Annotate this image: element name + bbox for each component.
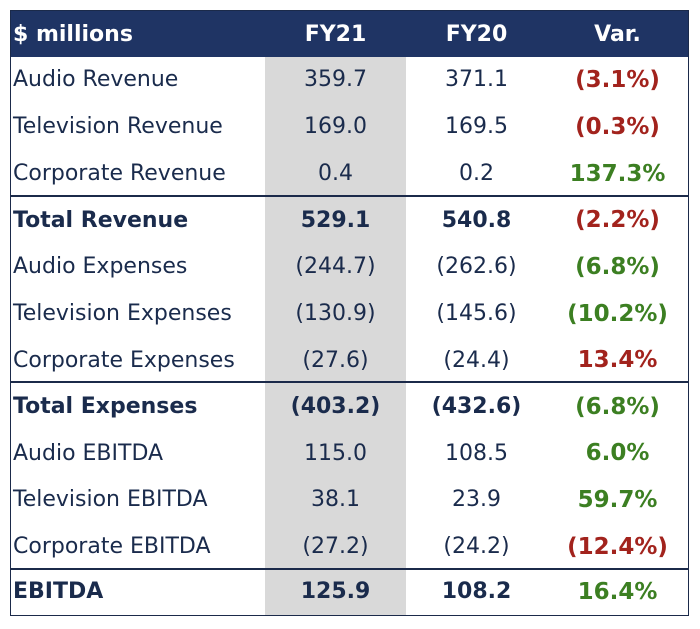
table-row: Audio EBITDA 115.0 108.5 6.0% — [11, 430, 688, 476]
table-row: Total Expenses (403.2) (432.6) (6.8%) — [11, 383, 688, 430]
row-variance: (2.2%) — [575, 207, 660, 233]
row-variance: (0.3%) — [575, 113, 660, 140]
row-fy21-value: (27.2) — [302, 534, 369, 559]
row-fy20-value: 0.2 — [459, 161, 494, 186]
row-variance: 6.0% — [585, 440, 650, 466]
row-fy20-value: 169.5 — [445, 114, 508, 139]
row-label: Television Expenses — [13, 301, 232, 326]
row-variance: (6.8%) — [575, 253, 660, 280]
row-variance: (10.2%) — [567, 300, 668, 327]
row-fy20-value: 371.1 — [445, 67, 508, 92]
table-header: $ millions FY21 FY20 Var. — [11, 11, 688, 57]
row-label: Corporate EBITDA — [13, 534, 211, 559]
row-variance: 16.4% — [577, 578, 658, 605]
table-row: EBITDA 125.9 108.2 16.4% — [11, 570, 688, 613]
row-variance: 59.7% — [577, 486, 658, 513]
table-row: Television Expenses (130.9) (145.6) (10.2%) — [11, 290, 688, 337]
section-divider — [11, 568, 688, 570]
row-label: Television Revenue — [13, 114, 223, 139]
row-fy21-value: 38.1 — [311, 487, 360, 512]
row-fy21-value: (130.9) — [295, 301, 376, 326]
row-fy21-value: 125.9 — [300, 579, 371, 604]
table-row: Television Revenue 169.0 169.5 (0.3%) — [11, 103, 688, 150]
row-fy21-value: 169.0 — [304, 114, 367, 139]
fy21-column-highlight — [265, 57, 406, 615]
table-row: Total Revenue 529.1 540.8 (2.2%) — [11, 197, 688, 243]
row-variance: (12.4%) — [567, 533, 668, 560]
row-label: Corporate Expenses — [13, 347, 235, 373]
row-fy21-value: (27.6) — [302, 347, 369, 373]
row-fy20-value: 108.2 — [441, 579, 512, 604]
table-row: Corporate EBITDA (27.2) (24.2) (12.4%) — [11, 523, 688, 570]
row-variance: (3.1%) — [575, 66, 660, 93]
table-row: Audio Expenses (244.7) (262.6) (6.8%) — [11, 243, 688, 290]
row-fy20-value: (432.6) — [431, 394, 522, 419]
row-fy20-value: (24.2) — [443, 534, 510, 559]
row-fy21-value: (403.2) — [290, 394, 381, 419]
section-divider — [11, 195, 688, 197]
row-fy20-value: 23.9 — [452, 487, 501, 512]
section-divider — [11, 381, 688, 383]
header-label: $ millions — [13, 21, 133, 47]
row-fy20-value: (24.4) — [443, 347, 510, 373]
row-label: EBITDA — [13, 579, 104, 604]
row-fy20-value: (145.6) — [436, 301, 517, 326]
table-row: Corporate Revenue 0.4 0.2 137.3% — [11, 150, 688, 197]
table-row: Television EBITDA 38.1 23.9 59.7% — [11, 476, 688, 523]
financial-table: $ millions FY21 FY20 Var. Audio Revenue 3… — [10, 10, 689, 616]
row-label: Total Expenses — [13, 394, 198, 419]
row-label: Television EBITDA — [13, 487, 208, 512]
table-row: Audio Revenue 359.7 371.1 (3.1%) — [11, 56, 688, 103]
row-variance: (6.8%) — [575, 393, 660, 420]
row-fy20-value: (262.6) — [436, 254, 517, 279]
row-label: Audio Revenue — [13, 67, 179, 92]
table-row: Corporate Expenses (27.6) (24.4) 13.4% — [11, 337, 688, 383]
row-fy21-value: 115.0 — [304, 440, 367, 466]
header-fy20: FY20 — [445, 21, 508, 47]
row-variance: 13.4% — [577, 347, 658, 373]
row-label: Corporate Revenue — [13, 161, 226, 186]
row-label: Audio Expenses — [13, 254, 188, 279]
row-fy21-value: (244.7) — [295, 254, 376, 279]
header-fy21: FY21 — [304, 21, 367, 47]
row-fy21-value: 359.7 — [304, 67, 367, 92]
row-label: Total Revenue — [13, 207, 189, 233]
row-fy20-value: 540.8 — [441, 207, 512, 233]
row-variance: 137.3% — [569, 160, 666, 187]
row-label: Audio EBITDA — [13, 440, 164, 466]
row-fy20-value: 108.5 — [445, 440, 508, 466]
row-fy21-value: 529.1 — [300, 207, 371, 233]
row-fy21-value: 0.4 — [318, 161, 353, 186]
header-var: Var. — [594, 21, 641, 47]
